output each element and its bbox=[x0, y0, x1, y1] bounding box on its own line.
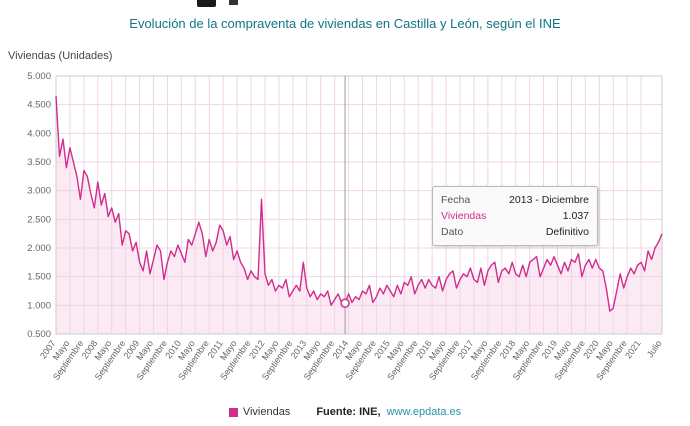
tooltip: Fecha 2013 - Diciembre Viviendas 1.037 D… bbox=[432, 186, 598, 246]
tooltip-series-label: Viviendas bbox=[441, 210, 487, 222]
tooltip-fecha-label: Fecha bbox=[441, 194, 471, 206]
legend-label[interactable]: Viviendas bbox=[242, 406, 291, 418]
series-line bbox=[55, 96, 663, 312]
y-tick-label: 2.500 bbox=[27, 214, 51, 225]
tooltip-series-value: 1.037 bbox=[562, 210, 589, 222]
y-tick-label: 5.000 bbox=[27, 71, 51, 82]
area-fill bbox=[56, 96, 662, 334]
tooltip-row-fecha: Fecha 2013 - Diciembre bbox=[441, 192, 589, 208]
tooltip-row-dato: Dato Definitivo bbox=[441, 224, 589, 240]
chart-title: Evolución de la compraventa de viviendas… bbox=[129, 16, 561, 31]
tooltip-dato-value: Definitivo bbox=[545, 226, 589, 238]
legend-swatch[interactable] bbox=[228, 407, 238, 417]
footer: Viviendas Fuente: INE, www.epdata.es bbox=[0, 406, 690, 418]
y-tick-label: 4.000 bbox=[27, 128, 51, 139]
source-label: Fuente: bbox=[316, 406, 357, 418]
y-tick-label: 3.000 bbox=[27, 186, 51, 197]
y-tick-label: 1.000 bbox=[27, 300, 51, 311]
plot-border bbox=[55, 75, 663, 335]
y-tick-label: 0.500 bbox=[27, 329, 51, 340]
cursor-marker bbox=[340, 298, 350, 308]
x-tick-label: Julio bbox=[645, 338, 664, 359]
tooltip-dato-label: Dato bbox=[441, 226, 464, 238]
top-bar-fragment-small bbox=[229, 0, 238, 5]
tooltip-row-viviendas: Viviendas 1.037 bbox=[441, 208, 589, 224]
y-tick-label: 1.500 bbox=[27, 272, 51, 283]
x-tick-label: 2021 bbox=[623, 338, 643, 360]
y-tick-label: 4.500 bbox=[27, 100, 51, 111]
source-value: INE, bbox=[359, 406, 381, 418]
line-chart[interactable]: 5.000 4.500 4.000 3.500 3.000 2.500 2.000 1.500… bbox=[10, 64, 678, 400]
source-link[interactable]: www.epdata.es bbox=[386, 406, 462, 418]
top-bar-fragment bbox=[197, 0, 216, 7]
tooltip-fecha-value: 2013 - Diciembre bbox=[509, 194, 589, 206]
source-text: Fuente: INE, www.epdata.es bbox=[316, 406, 461, 418]
y-tick-label: 2.000 bbox=[27, 243, 51, 254]
y-axis-title: Viviendas (Unidades) bbox=[8, 50, 113, 62]
y-tick-label: 3.500 bbox=[27, 157, 51, 168]
